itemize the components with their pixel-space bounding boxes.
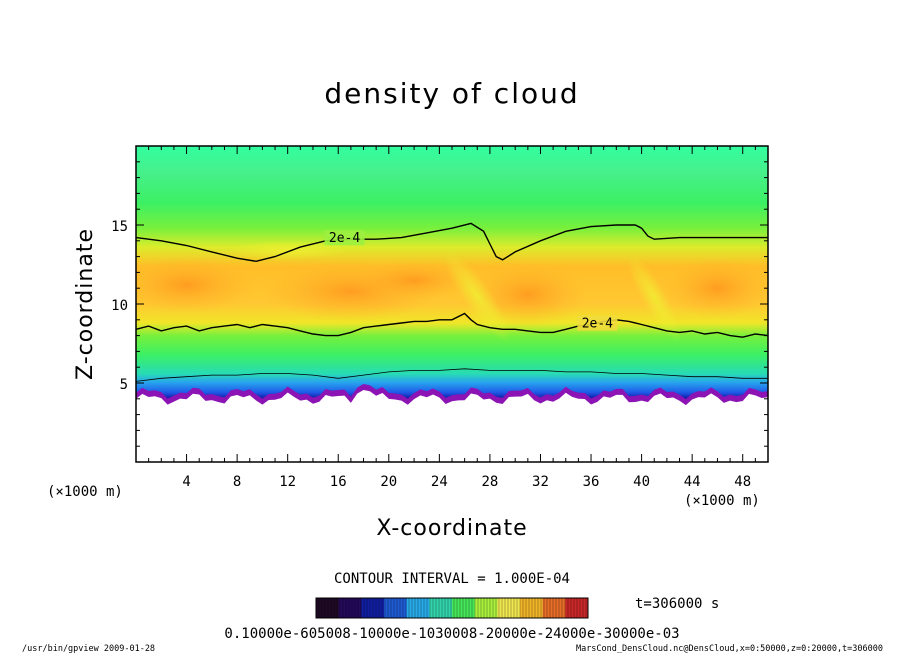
chart-title: density of cloud	[324, 77, 579, 110]
contour-label: 2e-4	[329, 231, 360, 246]
density-field: 2e-4 2e-4	[136, 146, 768, 462]
x-tick-label: 40	[633, 474, 650, 490]
colorbar-swatch	[384, 598, 408, 618]
x-tick-label: 32	[532, 474, 549, 490]
colorbar-swatch	[542, 598, 566, 618]
x-tick-label: 36	[583, 474, 600, 490]
colorbar-swatch	[452, 598, 476, 618]
x-tick-label: 28	[481, 474, 498, 490]
contour-label: 2e-4	[582, 317, 613, 332]
x-tick-label: 12	[279, 474, 296, 490]
y-tick-label: 15	[111, 219, 128, 235]
colorbar-swatch	[497, 598, 521, 618]
colorbar	[315, 597, 589, 619]
colorbar-swatch	[520, 598, 544, 618]
y-unit-label: (×1000 m)	[47, 484, 123, 500]
x-tick-label: 4	[182, 474, 190, 490]
x-tick-label: 16	[330, 474, 347, 490]
colorbar-swatch	[338, 598, 362, 618]
contour-line-thin	[136, 368, 768, 382]
x-tick-label: 44	[684, 474, 701, 490]
x-tick-label: 20	[380, 474, 397, 490]
colorbar-tick-labels: 0.10000e-605008-10000e-1030008-20000e-24…	[224, 626, 679, 642]
y-axis-label: Z-coordinate	[73, 228, 98, 380]
colorbar-swatch	[429, 598, 453, 618]
contour-line-upper	[136, 222, 768, 263]
x-tick-label: 8	[233, 474, 241, 490]
y-tick-label: 10	[111, 298, 128, 314]
footer-right: MarsCond_DensCloud.nc@DensCloud,x=0:5000…	[576, 644, 883, 654]
x-tick-label: 24	[431, 474, 448, 490]
x-tick-label: 48	[734, 474, 751, 490]
footer-left: /usr/bin/gpview 2009-01-28	[22, 644, 155, 654]
time-label: t=306000 s	[635, 596, 719, 612]
colorbar-swatch	[316, 598, 340, 618]
contour-line-lower	[136, 312, 768, 338]
colorbar-swatch	[474, 598, 498, 618]
x-axis-label: X-coordinate	[376, 516, 527, 541]
contour-interval-text: CONTOUR INTERVAL = 1.000E-04	[334, 571, 570, 587]
y-tick-label: 5	[120, 377, 128, 393]
x-unit-label: (×1000 m)	[684, 493, 760, 509]
